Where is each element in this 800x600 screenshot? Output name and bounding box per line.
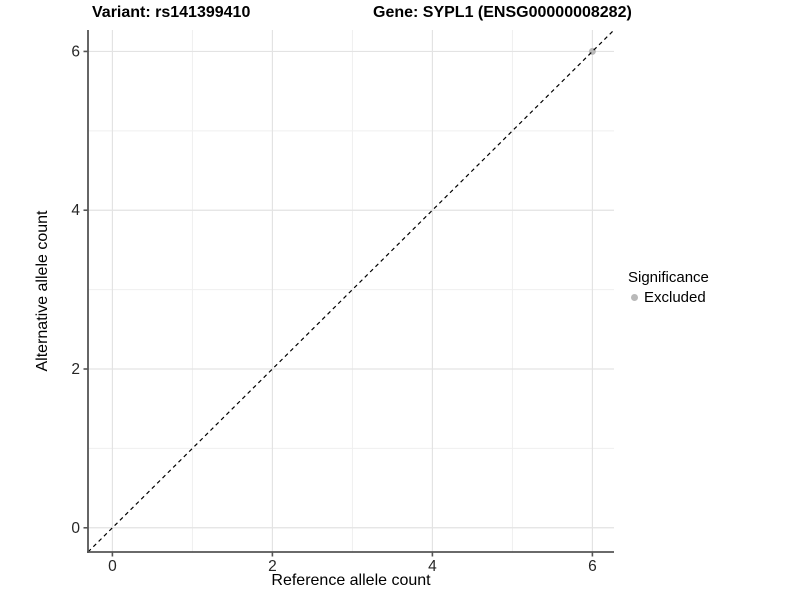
y-tick-label: 2 — [71, 361, 80, 378]
legend: Significance Excluded — [628, 269, 709, 306]
legend-title: Significance — [628, 269, 709, 286]
x-tick-label: 0 — [108, 558, 117, 575]
y-tick-label: 6 — [71, 43, 80, 60]
x-tick-label: 4 — [428, 558, 437, 575]
gene-title: Gene: SYPL1 (ENSG00000008282) — [373, 4, 632, 21]
y-tick-label: 0 — [71, 520, 80, 537]
x-tick-label: 2 — [268, 558, 277, 575]
legend-item-excluded: Excluded — [628, 289, 709, 306]
legend-item-label: Excluded — [644, 289, 706, 306]
identity-line — [87, 29, 615, 553]
x-tick-label: 6 — [588, 558, 597, 575]
y-axis-label: Alternative allele count — [34, 210, 51, 372]
variant-title: Variant: rs141399410 — [92, 4, 251, 21]
x-axis-label: Reference allele count — [271, 572, 431, 589]
excluded-point-icon — [631, 294, 638, 301]
y-tick-label: 4 — [71, 202, 80, 219]
